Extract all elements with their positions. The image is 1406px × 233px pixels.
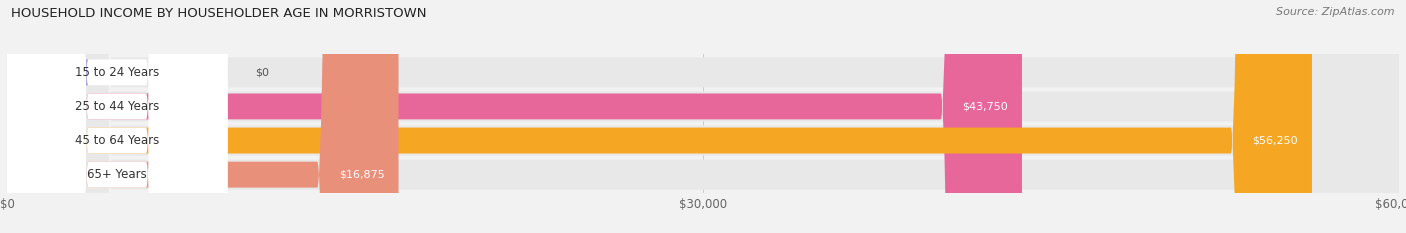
FancyBboxPatch shape [0,0,89,233]
FancyBboxPatch shape [7,0,228,233]
Text: 25 to 44 Years: 25 to 44 Years [75,100,159,113]
FancyBboxPatch shape [7,0,1399,233]
Text: 15 to 24 Years: 15 to 24 Years [75,66,159,79]
Text: $16,875: $16,875 [339,170,385,180]
FancyBboxPatch shape [7,0,398,233]
FancyBboxPatch shape [7,0,1312,233]
Text: Source: ZipAtlas.com: Source: ZipAtlas.com [1277,7,1395,17]
Text: 65+ Years: 65+ Years [87,168,148,181]
FancyBboxPatch shape [7,0,1399,233]
Text: $0: $0 [256,67,270,77]
FancyBboxPatch shape [7,0,1399,233]
Text: HOUSEHOLD INCOME BY HOUSEHOLDER AGE IN MORRISTOWN: HOUSEHOLD INCOME BY HOUSEHOLDER AGE IN M… [11,7,427,20]
Text: $43,750: $43,750 [962,101,1008,111]
FancyBboxPatch shape [7,0,228,233]
Text: 45 to 64 Years: 45 to 64 Years [75,134,159,147]
FancyBboxPatch shape [7,0,228,233]
Text: $56,250: $56,250 [1253,136,1298,146]
FancyBboxPatch shape [7,0,1399,233]
FancyBboxPatch shape [7,0,1022,233]
FancyBboxPatch shape [7,0,228,233]
